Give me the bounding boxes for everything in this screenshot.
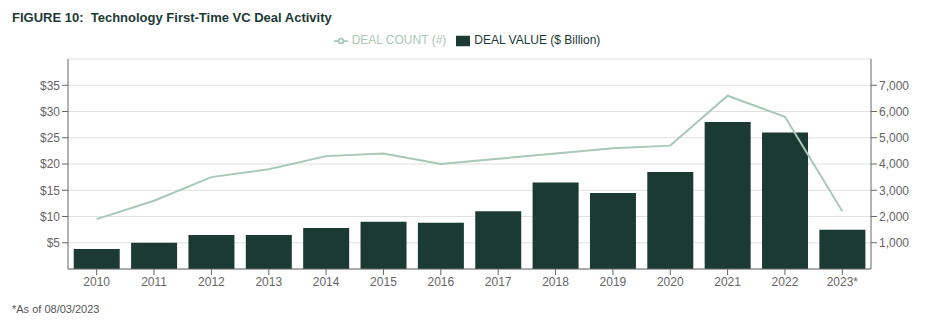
svg-text:3,000: 3,000 (879, 184, 909, 198)
svg-text:$35: $35 (40, 79, 60, 93)
html-text:DEAL COUNT (#): DEAL COUNT (#) (351, 33, 447, 47)
html-text:FIGURE 10: Technology First-Ti: FIGURE 10: Technology First-Time VC Deal… (12, 10, 332, 25)
html-text:DEAL VALUE ($ Billion): DEAL VALUE ($ Billion) (474, 33, 601, 47)
svg-text:7,000: 7,000 (879, 79, 909, 93)
svg-text:$10: $10 (40, 210, 60, 224)
svg-text:$25: $25 (40, 131, 60, 145)
svg-text:6,000: 6,000 (879, 105, 909, 119)
svg-text:5,000: 5,000 (879, 131, 909, 145)
svg-text:$5: $5 (47, 236, 61, 250)
svg-text:2018: 2018 (542, 275, 569, 289)
svg-text:2,000: 2,000 (879, 210, 909, 224)
html-text:*As of 08/03/2023: *As of 08/03/2023 (12, 303, 100, 315)
svg-text:2012: 2012 (198, 275, 225, 289)
svg-text:2020: 2020 (657, 275, 684, 289)
svg-text:2013: 2013 (255, 275, 282, 289)
svg-text:2010: 2010 (83, 275, 110, 289)
svg-text:2021: 2021 (714, 275, 741, 289)
svg-text:2023*: 2023* (827, 275, 859, 289)
svg-text:2014: 2014 (313, 275, 340, 289)
svg-text:$15: $15 (40, 184, 60, 198)
svg-text:2011: 2011 (141, 275, 167, 289)
svg-text:$20: $20 (40, 157, 60, 171)
svg-text:2019: 2019 (600, 275, 627, 289)
svg-text:4,000: 4,000 (879, 157, 909, 171)
svg-text:2016: 2016 (427, 275, 454, 289)
svg-text:$30: $30 (40, 105, 60, 119)
svg-text:2015: 2015 (370, 275, 397, 289)
svg-text:2017: 2017 (485, 275, 512, 289)
svg-text:1,000: 1,000 (879, 236, 909, 250)
svg-text:2022: 2022 (772, 275, 799, 289)
